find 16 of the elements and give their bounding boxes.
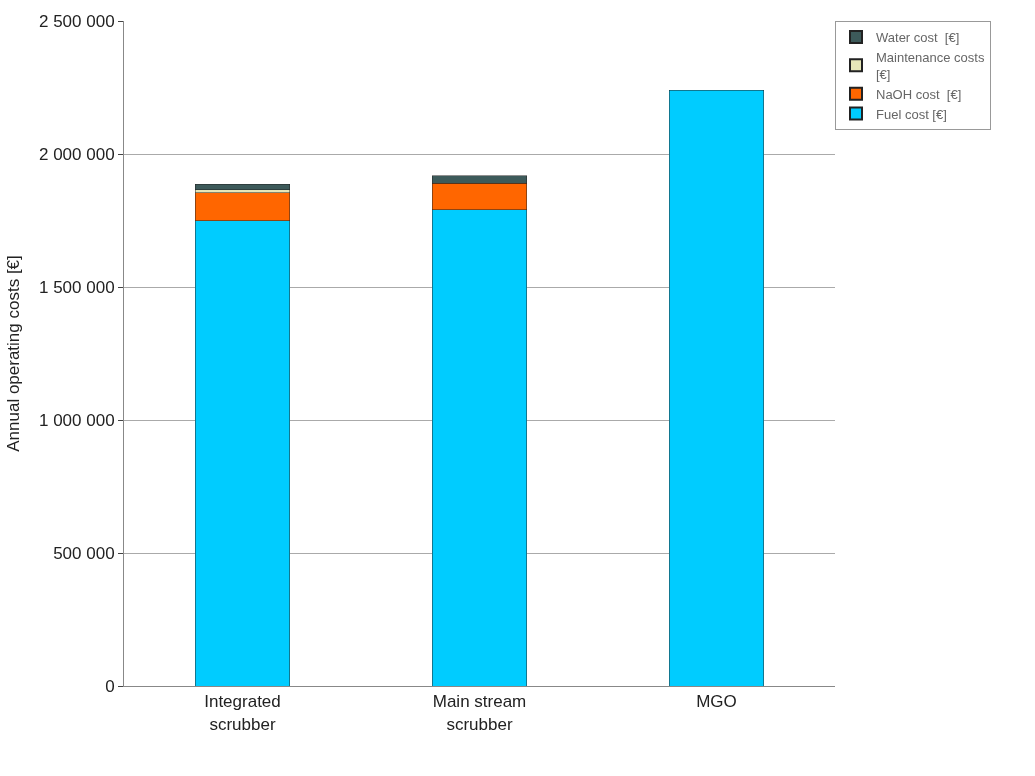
x-tick-label: Main stream scrubber [432,692,527,734]
y-tick-label: 0 [105,676,115,696]
y-tick-label: 2 000 000 [38,144,115,164]
y-axis-title: Annual operating costs [€] [3,255,23,452]
y-tick-label: 2 500 000 [38,11,115,31]
legend-label: Fuel cost [€] [876,106,947,122]
bar [194,183,291,191]
x-tick-label: Integrated scrubber [204,692,281,734]
legend-label: Water cost [€] [876,30,960,46]
legend-label: Maintenance costs [€] [876,49,985,82]
legend-label: NaOH cost [€] [876,86,962,102]
bar [668,89,765,686]
y-tick-label: 1 000 000 [38,410,115,430]
y-tick-label: 500 000 [53,543,115,563]
y-tick-label: 1 500 000 [38,277,115,297]
x-tick-label: MGO [696,692,737,712]
